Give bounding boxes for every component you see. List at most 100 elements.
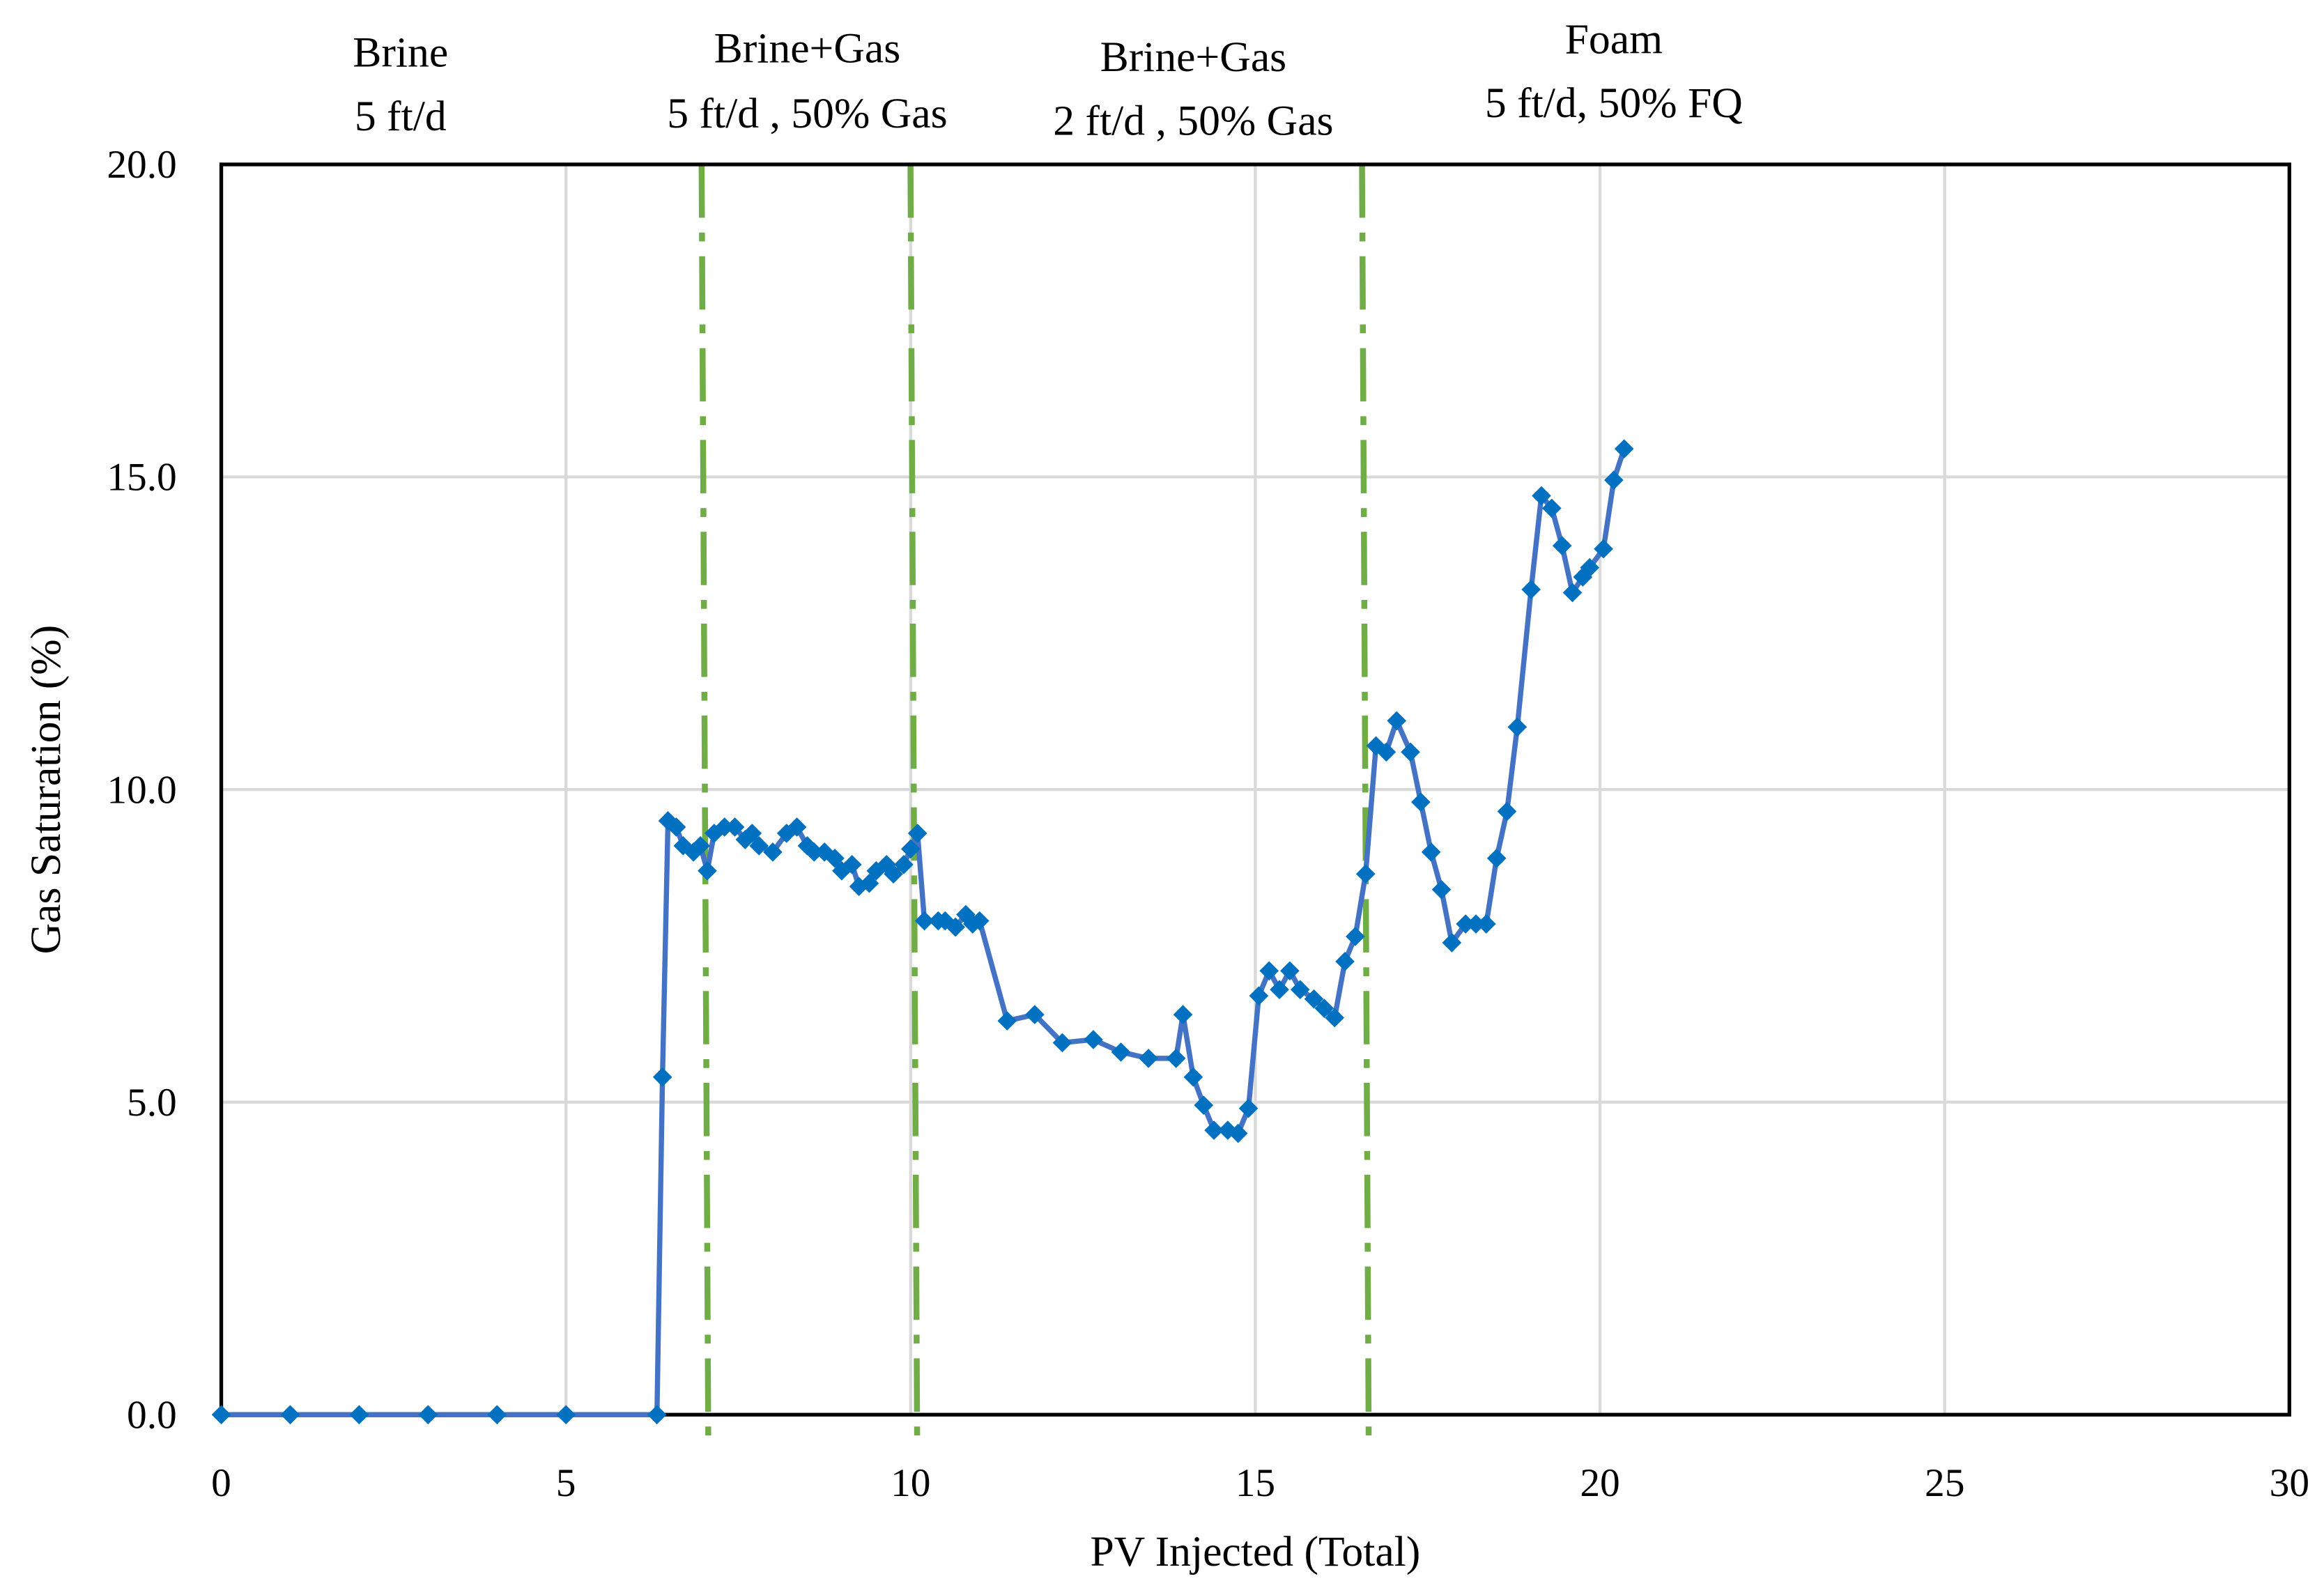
data-point-marker bbox=[1431, 879, 1452, 900]
data-point-marker bbox=[1325, 1008, 1345, 1028]
x-tick-label: 20 bbox=[1580, 1461, 1619, 1505]
x-tick-label: 30 bbox=[2270, 1461, 2309, 1505]
data-point-marker bbox=[1052, 1033, 1072, 1053]
data-point-marker bbox=[1366, 736, 1386, 756]
data-point-marker bbox=[1355, 864, 1376, 884]
data-point-marker bbox=[1280, 961, 1300, 981]
y-tick-label: 5.0 bbox=[127, 1081, 177, 1125]
data-point-marker bbox=[1304, 989, 1324, 1009]
x-axis-label: PV Injected (Total) bbox=[1091, 1528, 1421, 1575]
y-tick-label: 15.0 bbox=[107, 456, 176, 500]
data-point-marker bbox=[1259, 961, 1279, 981]
data-point-marker bbox=[211, 1405, 231, 1425]
data-point-marker bbox=[1249, 986, 1269, 1005]
gridlines bbox=[221, 164, 2290, 1415]
data-point-marker bbox=[1335, 952, 1355, 971]
data-point-marker bbox=[418, 1405, 438, 1425]
data-point-marker bbox=[914, 911, 934, 931]
plot-area-frame bbox=[219, 162, 2291, 1417]
data-point-marker bbox=[859, 873, 879, 893]
data-point-marker bbox=[1477, 914, 1496, 934]
data-point-marker bbox=[725, 817, 745, 837]
data-point-marker bbox=[1421, 842, 1441, 862]
phase-boundary-line bbox=[1359, 164, 1372, 1442]
phase-annotation-line: 5 ft/d, 50% FQ bbox=[1485, 79, 1743, 127]
data-point-marker bbox=[1228, 1123, 1248, 1143]
data-point-marker bbox=[1552, 536, 1572, 556]
data-point-marker bbox=[487, 1405, 507, 1425]
data-point-marker bbox=[1183, 1067, 1203, 1087]
data-point-marker bbox=[1604, 470, 1624, 490]
data-point-marker bbox=[825, 848, 845, 868]
data-point-marker bbox=[705, 824, 724, 843]
phase-annotation-line: 5 ft/d , 50% Gas bbox=[667, 90, 947, 137]
data-point-marker bbox=[1507, 717, 1527, 737]
data-point-marker bbox=[1025, 1005, 1045, 1024]
data-point-marker bbox=[749, 836, 769, 856]
data-point-marker bbox=[666, 817, 686, 837]
phase-boundary-line bbox=[907, 164, 921, 1442]
data-point-marker bbox=[1111, 1042, 1131, 1062]
data-point-marker bbox=[1290, 980, 1310, 1000]
x-tick-label: 25 bbox=[1925, 1461, 1964, 1505]
phase-annotation-line: 2 ft/d , 50% Gas bbox=[1053, 97, 1333, 144]
data-point-marker bbox=[714, 817, 734, 837]
data-point-marker bbox=[1346, 927, 1365, 946]
data-point-marker bbox=[1486, 848, 1507, 868]
data-point-marker bbox=[280, 1405, 300, 1425]
data-point-marker bbox=[1084, 1030, 1103, 1049]
phase-boundary-line bbox=[698, 164, 711, 1442]
series-gas-saturation bbox=[211, 439, 1634, 1425]
data-point-marker bbox=[698, 861, 717, 881]
phase-annotation-line: Brine bbox=[353, 29, 448, 77]
data-point-marker bbox=[763, 842, 783, 862]
data-point-marker bbox=[556, 1405, 576, 1425]
data-point-marker bbox=[1521, 580, 1541, 599]
data-point-marker bbox=[1542, 498, 1562, 518]
x-tick-label: 15 bbox=[1236, 1461, 1275, 1505]
data-point-marker bbox=[900, 839, 921, 859]
phase-annotation-line: Foam bbox=[1565, 16, 1663, 63]
data-point-marker bbox=[349, 1405, 369, 1425]
data-point-marker bbox=[1466, 914, 1486, 934]
data-point-marker bbox=[1173, 1005, 1193, 1024]
tick-labels: 0 5 10 15 20 25 30 0.0 5.0 10.0 15.0 20.0 bbox=[107, 143, 2309, 1505]
phase-annotation-line: Brine+Gas bbox=[1100, 33, 1287, 81]
y-axis-label: Gas Saturation (%) bbox=[22, 625, 70, 954]
data-point-marker bbox=[1314, 999, 1334, 1018]
phase-boundary-lines bbox=[698, 164, 1372, 1442]
data-point-marker bbox=[1238, 1098, 1259, 1118]
x-tick-label: 0 bbox=[211, 1461, 231, 1505]
data-point-marker bbox=[742, 824, 762, 843]
y-tick-label: 10.0 bbox=[107, 768, 176, 812]
data-point-marker bbox=[647, 1405, 667, 1425]
data-point-marker bbox=[787, 817, 807, 837]
x-tick-label: 10 bbox=[891, 1461, 930, 1505]
y-tick-label: 0.0 bbox=[127, 1393, 177, 1437]
data-point-marker bbox=[1139, 1049, 1158, 1068]
phase-annotation-line: Brine+Gas bbox=[714, 24, 901, 72]
data-point-marker bbox=[1411, 792, 1431, 812]
data-point-marker bbox=[907, 824, 928, 843]
data-point-marker bbox=[1580, 557, 1600, 578]
data-point-marker bbox=[1376, 742, 1396, 762]
data-point-marker bbox=[997, 1011, 1017, 1031]
data-point-marker bbox=[1387, 711, 1407, 731]
data-point-marker bbox=[1204, 1120, 1224, 1140]
data-point-marker bbox=[1401, 742, 1420, 762]
data-point-marker bbox=[1442, 933, 1462, 953]
data-point-marker bbox=[894, 854, 914, 874]
data-point-marker bbox=[691, 836, 710, 856]
data-point-marker bbox=[1614, 439, 1634, 458]
phase-annotation-line: 5 ft/d bbox=[355, 93, 447, 140]
data-point-marker bbox=[1497, 801, 1517, 822]
data-point-marker bbox=[1532, 486, 1551, 506]
y-tick-label: 20.0 bbox=[107, 143, 176, 187]
data-point-marker bbox=[1166, 1049, 1186, 1068]
data-point-marker bbox=[969, 911, 990, 931]
data-point-marker bbox=[1194, 1095, 1214, 1115]
data-point-marker bbox=[652, 1067, 672, 1087]
x-tick-label: 5 bbox=[556, 1461, 576, 1505]
data-point-marker bbox=[1270, 980, 1289, 1000]
data-point-marker bbox=[804, 842, 824, 862]
